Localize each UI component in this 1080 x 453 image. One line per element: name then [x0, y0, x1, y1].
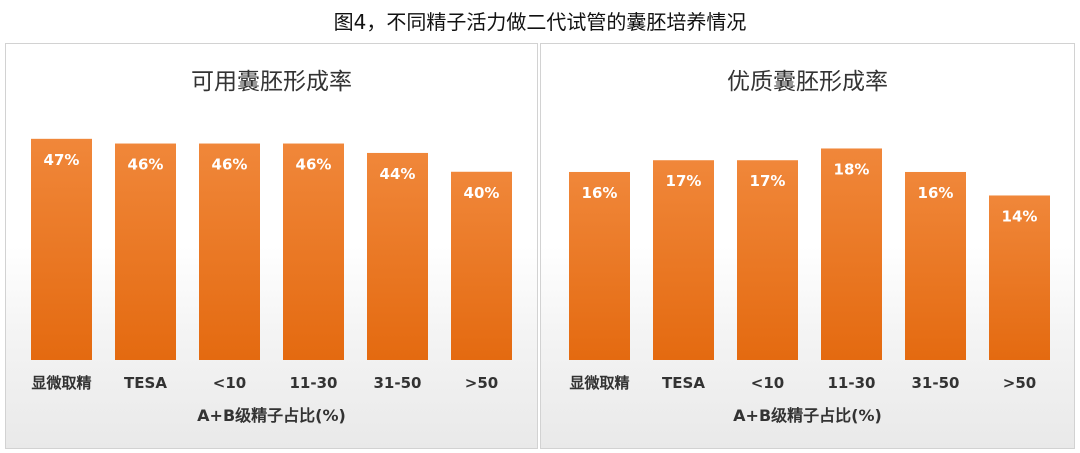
bar-value-label: 17% — [666, 172, 702, 190]
figure-title: 图4，不同精子活力做二代试管的囊胚培养情况 — [333, 10, 747, 34]
bar-value-label: 16% — [582, 184, 618, 202]
bar — [569, 171, 630, 360]
bar — [821, 148, 882, 360]
x-tick-label: 11-30 — [290, 374, 338, 392]
x-tick-label: >50 — [1003, 374, 1036, 392]
bar-value-label: 46% — [296, 156, 332, 174]
x-tick-label: >50 — [465, 374, 498, 392]
chart-title: 可用囊胚形成率 — [191, 69, 352, 95]
bar — [905, 171, 966, 360]
x-tick-label: 显微取精 — [569, 374, 629, 392]
x-tick-label: 显微取精 — [31, 374, 91, 392]
bar — [283, 143, 344, 360]
chart-panel-usable-blastocyst: 可用囊胚形成率 47% 显微取精 46% TESA 46% <10 46% 11-30 44% 3… — [5, 43, 538, 449]
bar — [115, 143, 176, 360]
chart-plot: 16% 显微取精 17% TESA 17% <10 18% 11-30 16% 31-50 14% >… — [569, 148, 1050, 392]
bar-value-label: 46% — [212, 156, 248, 174]
x-tick-label: 31-50 — [912, 374, 960, 392]
bar — [451, 171, 512, 360]
bar-value-label: 17% — [750, 172, 786, 190]
bar-value-label: 46% — [128, 156, 164, 174]
bar-value-label: 14% — [1002, 207, 1038, 225]
bar — [653, 160, 714, 360]
bar-value-label: 18% — [834, 160, 870, 178]
bar-value-label: 47% — [44, 151, 80, 169]
bar — [989, 195, 1050, 360]
x-axis-title: A+B级精子占比(%) — [733, 406, 882, 425]
bar — [737, 160, 798, 360]
bar-value-label: 16% — [918, 184, 954, 202]
bar — [31, 138, 92, 360]
chart-panel-quality-blastocyst: 优质囊胚形成率 16% 显微取精 17% TESA 17% <10 18% 11-30 16% 3… — [540, 43, 1075, 449]
x-tick-label: 11-30 — [828, 374, 876, 392]
bar-value-label: 40% — [464, 184, 500, 202]
bar — [199, 143, 260, 360]
bar — [367, 152, 428, 360]
x-tick-label: <10 — [213, 374, 246, 392]
x-tick-label: TESA — [124, 374, 167, 392]
x-tick-label: TESA — [662, 374, 705, 392]
chart-title: 优质囊胚形成率 — [727, 69, 888, 95]
chart-plot: 47% 显微取精 46% TESA 46% <10 46% 11-30 44% 31-50 40% >… — [31, 138, 512, 392]
x-axis-title: A+B级精子占比(%) — [197, 406, 346, 425]
bar-value-label: 44% — [380, 165, 416, 183]
x-tick-label: 31-50 — [374, 374, 422, 392]
x-tick-label: <10 — [751, 374, 784, 392]
